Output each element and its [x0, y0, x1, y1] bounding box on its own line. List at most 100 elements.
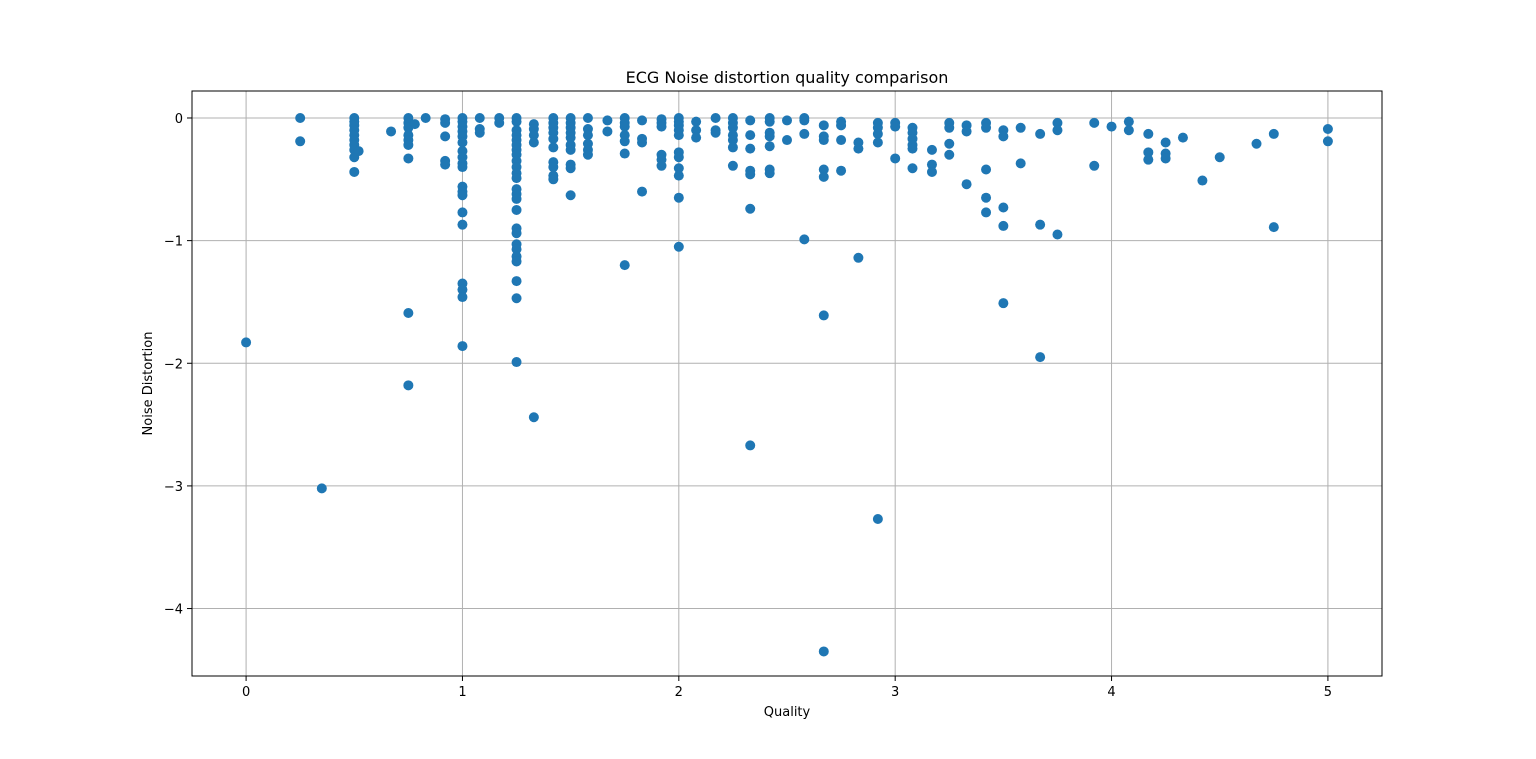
data-point [457, 292, 468, 303]
data-point [673, 192, 684, 203]
data-point [353, 146, 364, 157]
y-tick-label: −1 [164, 235, 183, 250]
data-point [981, 164, 992, 175]
data-point [764, 168, 775, 179]
data-point [1089, 117, 1100, 128]
data-point [565, 144, 576, 155]
data-point [1015, 122, 1026, 133]
data-point [872, 137, 883, 148]
data-point [836, 135, 847, 146]
data-point [637, 137, 648, 148]
x-tick-label: 2 [675, 685, 683, 700]
data-point [673, 170, 684, 181]
data-point [619, 260, 630, 271]
x-tick-label: 4 [1107, 685, 1115, 700]
data-point [349, 166, 360, 177]
data-point [818, 135, 829, 146]
data-point [511, 193, 522, 204]
data-point [494, 117, 505, 128]
data-point [602, 126, 613, 137]
data-point [1143, 147, 1154, 158]
data-point [727, 160, 738, 171]
data-point [1268, 222, 1279, 233]
x-tick-label: 5 [1324, 685, 1332, 700]
data-point [961, 179, 972, 190]
data-point [511, 173, 522, 184]
x-axis-ticks: 0 1 2 3 4 5 [242, 676, 1332, 700]
data-point [944, 122, 955, 133]
data-point [998, 202, 1009, 213]
data-point [295, 112, 306, 123]
y-axis-ticks: 0 −1 −2 −3 −4 [164, 112, 192, 618]
data-point [998, 298, 1009, 309]
data-point [907, 163, 918, 174]
data-point [528, 412, 539, 423]
chart-title: ECG Noise distortion quality comparison [626, 68, 949, 87]
data-point [1322, 136, 1333, 147]
data-point [1251, 138, 1262, 149]
data-point [853, 143, 864, 154]
data-point [457, 219, 468, 230]
data-point [890, 121, 901, 132]
data-point [511, 256, 522, 267]
data-point [745, 440, 756, 451]
data-point [582, 130, 593, 141]
data-point [981, 207, 992, 218]
data-point [637, 186, 648, 197]
data-point [818, 646, 829, 657]
data-point [565, 190, 576, 201]
x-tick-label: 3 [891, 685, 899, 700]
data-point [745, 130, 756, 141]
data-point [745, 169, 756, 180]
y-tick-label: −2 [164, 357, 183, 372]
data-point [1035, 219, 1046, 230]
data-point [565, 132, 576, 143]
data-point [745, 203, 756, 214]
data-point [782, 115, 792, 126]
data-point [907, 143, 918, 154]
data-point [565, 163, 576, 174]
data-point [386, 126, 397, 137]
data-point [602, 115, 613, 126]
data-point [944, 138, 955, 149]
data-point [998, 131, 1009, 142]
data-point [511, 244, 522, 255]
y-axis-label: Noise Distortion [141, 332, 156, 436]
data-point [926, 159, 937, 170]
data-point [1268, 128, 1279, 139]
data-point [981, 122, 992, 133]
data-point [440, 131, 451, 142]
x-tick-label: 1 [458, 685, 466, 700]
data-point [981, 192, 992, 203]
data-point [872, 128, 883, 139]
data-point [799, 115, 810, 126]
data-point [1160, 153, 1171, 164]
data-point [673, 130, 684, 141]
data-point [691, 125, 702, 136]
data-point [1143, 154, 1154, 165]
data-point [403, 139, 414, 150]
data-point [1160, 137, 1171, 148]
data-point [511, 116, 522, 127]
data-point [528, 130, 539, 141]
data-point [818, 310, 829, 321]
data-point [511, 204, 522, 215]
data-point [582, 149, 593, 160]
data-point [656, 121, 667, 132]
data-point [241, 337, 252, 348]
data-point [836, 120, 847, 131]
data-point [548, 142, 559, 153]
data-point [926, 144, 937, 155]
data-point [1177, 132, 1188, 143]
data-point [457, 162, 468, 173]
data-point [548, 174, 559, 185]
data-point [961, 126, 972, 137]
data-point [691, 116, 702, 127]
data-point [890, 153, 901, 164]
data-point [528, 137, 539, 148]
data-point [619, 136, 630, 147]
data-point [637, 115, 648, 126]
data-point [944, 149, 955, 160]
data-point [853, 252, 864, 263]
data-point [403, 380, 414, 391]
